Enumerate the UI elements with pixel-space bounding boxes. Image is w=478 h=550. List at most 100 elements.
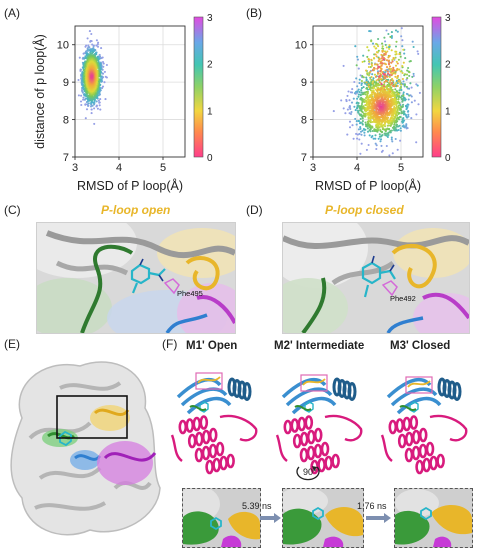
scatter-point: [389, 85, 392, 88]
scatter-point: [391, 77, 394, 80]
c-lobe-helix: [215, 441, 225, 457]
state-title-open: M1' Open: [186, 340, 238, 352]
x-axis-label: RMSD of P loop(Å): [315, 178, 421, 193]
scatter-point: [379, 103, 382, 106]
scatter-point: [405, 73, 409, 76]
scatter-point: [371, 42, 375, 45]
scatter-point: [386, 124, 389, 127]
scatter-point: [348, 99, 351, 102]
colorbar-tick-label: 0: [445, 153, 451, 164]
scatter-point: [377, 97, 380, 100]
residue-label-d: Phe492: [390, 294, 416, 303]
colorbar-tick-label: 2: [207, 60, 213, 71]
scatter-point: [345, 98, 348, 101]
activation-loop: [324, 414, 363, 442]
panel-c-title: P-loop open: [101, 203, 171, 217]
scatter-point: [408, 94, 411, 97]
scatter-point: [95, 105, 98, 108]
scatter-point: [365, 87, 369, 90]
plot-frame: [74, 25, 186, 158]
x-tick-label: 4: [116, 162, 122, 174]
scatter-point: [383, 52, 386, 55]
scatter-point: [98, 104, 101, 107]
scatter-point: [402, 61, 405, 64]
scatter-point: [397, 112, 400, 116]
scatter-point: [395, 91, 399, 94]
scatter-point: [374, 142, 377, 145]
scatter-point: [396, 84, 399, 88]
scatter-point: [98, 92, 101, 95]
scatter-point: [358, 132, 361, 135]
scatter-point: [397, 125, 400, 128]
x-tick-label: 5: [398, 162, 404, 174]
scatter-point: [81, 91, 84, 94]
scatter-point: [385, 66, 389, 69]
scatter-point: [392, 125, 396, 128]
structure-image-d: Phe492: [282, 222, 470, 334]
scatter-point: [352, 137, 355, 140]
c-lobe-helix: [201, 429, 211, 445]
scatter-point: [384, 74, 388, 77]
colorbar: [193, 16, 204, 158]
scatter-point: [348, 105, 351, 108]
scatter-point: [369, 84, 372, 87]
scatter-point: [385, 59, 389, 62]
c-lobe-helix: [226, 453, 235, 469]
scatter-point: [396, 148, 399, 151]
c-lobe-helix: [331, 453, 340, 469]
scatter-point: [379, 138, 383, 141]
scatter-point: [342, 107, 345, 110]
scatter-point: [367, 83, 370, 86]
scatter-point: [403, 73, 407, 76]
scatter-point: [373, 110, 376, 113]
scatter-point: [385, 29, 388, 32]
scatter-point: [399, 139, 402, 142]
scatter-point: [393, 123, 396, 126]
scatter-point: [365, 103, 369, 106]
scatter-point: [375, 147, 378, 151]
scatter-point: [360, 83, 363, 87]
scatter-point: [399, 96, 402, 99]
scatter-point: [362, 86, 365, 89]
scatter-point: [378, 57, 381, 60]
scatter-point: [383, 132, 386, 135]
scatter-point: [373, 94, 376, 97]
scatter-point: [84, 103, 87, 106]
scatter-point: [361, 129, 364, 132]
scatter-point: [395, 53, 398, 56]
scatter-point: [388, 75, 391, 79]
scatter-point: [366, 72, 369, 75]
scatter-point: [413, 99, 416, 102]
scatter-point: [95, 100, 98, 103]
c-lobe-helix: [320, 441, 330, 457]
c-lobe-helix: [411, 429, 421, 445]
scatter-point: [406, 77, 409, 80]
colorbar-tick-label: 1: [445, 106, 451, 117]
scatter-point: [390, 74, 393, 77]
c-lobe-loop: [170, 434, 183, 462]
transition-arrow-2: [366, 513, 391, 523]
scatter-point: [95, 44, 98, 47]
scatter-point: [105, 63, 108, 67]
scatter-point: [396, 77, 399, 80]
scatter-point: [358, 78, 361, 81]
c-lobe-helix: [201, 445, 211, 461]
scatter-point: [402, 95, 405, 99]
c-lobe-helix: [409, 415, 419, 430]
scatter-point: [400, 110, 403, 113]
scatter-point: [392, 66, 395, 69]
c-lobe-helix: [299, 431, 309, 447]
scatter-point: [386, 70, 389, 73]
scatter-point: [401, 83, 405, 86]
scatter-point: [379, 115, 382, 119]
scatter-point: [390, 61, 393, 64]
p-loop: [197, 376, 221, 384]
scatter-point: [395, 50, 398, 53]
scatter-point: [363, 60, 366, 63]
scatter-point: [371, 82, 374, 85]
kinase-structure-closed: [380, 376, 468, 475]
scatter-point: [381, 62, 384, 65]
scatter-point: [365, 81, 368, 84]
scatter-point: [369, 30, 372, 33]
scatter-point: [356, 133, 359, 136]
